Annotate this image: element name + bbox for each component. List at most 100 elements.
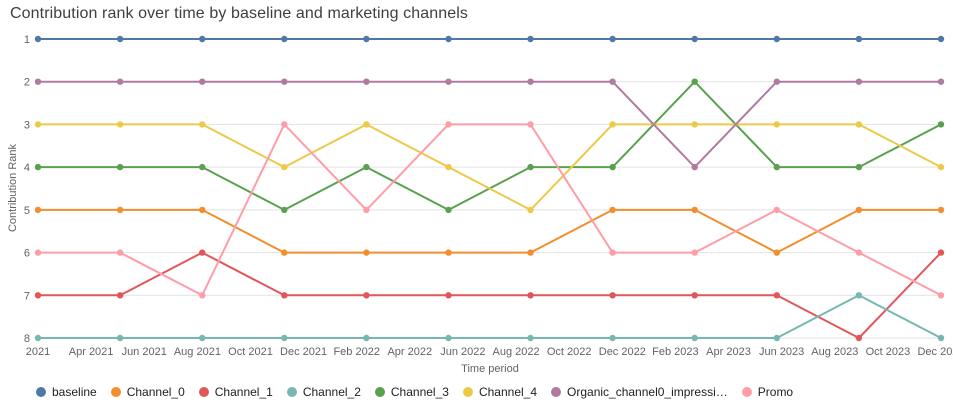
data-point-channel-0[interactable]: [937, 206, 945, 214]
data-point-channel-3[interactable]: [363, 163, 370, 171]
data-point-channel-0[interactable]: [34, 206, 42, 214]
data-point-channel-3[interactable]: [116, 163, 124, 171]
data-point-channel-3[interactable]: [773, 163, 780, 171]
data-point-baseline[interactable]: [363, 35, 370, 43]
data-point-channel-3[interactable]: [855, 163, 863, 171]
data-point-channel-4[interactable]: [691, 121, 698, 128]
data-point-baseline[interactable]: [609, 35, 616, 43]
data-point-channel-0[interactable]: [609, 206, 616, 214]
data-point-organic-channel0-impressi[interactable]: [363, 78, 370, 85]
data-point-organic-channel0-impressi[interactable]: [199, 78, 206, 85]
data-point-channel-1[interactable]: [691, 292, 698, 299]
data-point-organic-channel0-impressi[interactable]: [855, 78, 863, 85]
data-point-promo[interactable]: [773, 206, 780, 214]
data-point-promo[interactable]: [116, 249, 124, 256]
data-point-channel-2[interactable]: [691, 334, 698, 342]
data-point-channel-0[interactable]: [116, 206, 124, 214]
data-point-channel-2[interactable]: [527, 334, 534, 342]
data-point-baseline[interactable]: [855, 35, 863, 43]
data-point-channel-0[interactable]: [855, 206, 863, 214]
data-point-organic-channel0-impressi[interactable]: [773, 78, 780, 85]
data-point-channel-4[interactable]: [855, 121, 863, 128]
data-point-promo[interactable]: [691, 249, 698, 256]
data-point-channel-3[interactable]: [34, 163, 42, 171]
data-point-promo[interactable]: [527, 121, 534, 128]
data-point-channel-2[interactable]: [281, 334, 288, 342]
data-point-promo[interactable]: [855, 249, 863, 256]
data-point-channel-0[interactable]: [199, 206, 206, 214]
legend-item-channel-0[interactable]: Channel_0: [110, 385, 185, 399]
data-point-channel-3[interactable]: [527, 163, 534, 171]
data-point-channel-0[interactable]: [281, 249, 288, 256]
data-point-channel-2[interactable]: [609, 334, 616, 342]
data-point-baseline[interactable]: [773, 35, 780, 43]
data-point-channel-1[interactable]: [363, 292, 370, 299]
data-point-channel-2[interactable]: [937, 334, 945, 342]
data-point-channel-2[interactable]: [363, 334, 370, 342]
data-point-channel-0[interactable]: [773, 249, 780, 256]
data-point-promo[interactable]: [199, 292, 206, 299]
data-point-channel-3[interactable]: [937, 121, 945, 128]
data-point-channel-4[interactable]: [199, 121, 206, 128]
data-point-baseline[interactable]: [199, 35, 206, 43]
data-point-baseline[interactable]: [527, 35, 534, 43]
data-point-organic-channel0-impressi[interactable]: [281, 78, 288, 85]
data-point-channel-3[interactable]: [691, 78, 698, 85]
data-point-channel-1[interactable]: [527, 292, 534, 299]
data-point-channel-0[interactable]: [527, 249, 534, 256]
legend-item-baseline[interactable]: baseline: [36, 385, 97, 399]
data-point-baseline[interactable]: [34, 35, 42, 43]
data-point-channel-0[interactable]: [691, 206, 698, 214]
data-point-channel-0[interactable]: [445, 249, 452, 256]
data-point-baseline[interactable]: [445, 35, 452, 43]
data-point-channel-1[interactable]: [445, 292, 452, 299]
data-point-baseline[interactable]: [116, 35, 124, 43]
data-point-channel-1[interactable]: [937, 249, 945, 256]
data-point-channel-4[interactable]: [116, 121, 124, 128]
data-point-channel-4[interactable]: [445, 163, 452, 171]
data-point-channel-2[interactable]: [773, 334, 780, 342]
data-point-channel-1[interactable]: [116, 292, 124, 299]
data-point-channel-1[interactable]: [855, 334, 863, 342]
data-point-baseline[interactable]: [937, 35, 945, 43]
data-point-organic-channel0-impressi[interactable]: [527, 78, 534, 85]
data-point-channel-4[interactable]: [937, 163, 945, 171]
legend-item-channel-2[interactable]: Channel_2: [286, 385, 361, 399]
data-point-promo[interactable]: [445, 121, 452, 128]
data-point-promo[interactable]: [281, 121, 288, 128]
data-point-channel-4[interactable]: [773, 121, 780, 128]
data-point-channel-2[interactable]: [855, 292, 863, 299]
data-point-channel-2[interactable]: [199, 334, 206, 342]
data-point-channel-0[interactable]: [363, 249, 370, 256]
data-point-channel-4[interactable]: [609, 121, 616, 128]
data-point-channel-2[interactable]: [445, 334, 452, 342]
data-point-channel-4[interactable]: [34, 121, 42, 128]
data-point-channel-4[interactable]: [281, 163, 288, 171]
data-point-channel-3[interactable]: [199, 163, 206, 171]
data-point-channel-4[interactable]: [363, 121, 370, 128]
legend-item-promo[interactable]: Promo: [741, 385, 793, 399]
data-point-channel-4[interactable]: [527, 206, 534, 214]
data-point-organic-channel0-impressi[interactable]: [116, 78, 124, 85]
data-point-organic-channel0-impressi[interactable]: [445, 78, 452, 85]
data-point-baseline[interactable]: [281, 35, 288, 43]
legend-item-channel-3[interactable]: Channel_3: [374, 385, 449, 399]
data-point-channel-1[interactable]: [609, 292, 616, 299]
legend-item-channel-1[interactable]: Channel_1: [198, 385, 273, 399]
legend-item-channel-4[interactable]: Channel_4: [462, 385, 537, 399]
data-point-channel-1[interactable]: [199, 249, 206, 256]
data-point-channel-2[interactable]: [34, 334, 42, 342]
data-point-organic-channel0-impressi[interactable]: [691, 163, 698, 171]
data-point-channel-3[interactable]: [445, 206, 452, 214]
data-point-promo[interactable]: [609, 249, 616, 256]
data-point-channel-3[interactable]: [281, 206, 288, 214]
data-point-channel-1[interactable]: [34, 292, 42, 299]
data-point-promo[interactable]: [34, 249, 42, 256]
data-point-organic-channel0-impressi[interactable]: [34, 78, 42, 85]
data-point-organic-channel0-impressi[interactable]: [609, 78, 616, 85]
data-point-promo[interactable]: [363, 206, 370, 214]
data-point-channel-2[interactable]: [116, 334, 124, 342]
data-point-baseline[interactable]: [691, 35, 698, 43]
data-point-channel-1[interactable]: [773, 292, 780, 299]
data-point-organic-channel0-impressi[interactable]: [937, 78, 945, 85]
